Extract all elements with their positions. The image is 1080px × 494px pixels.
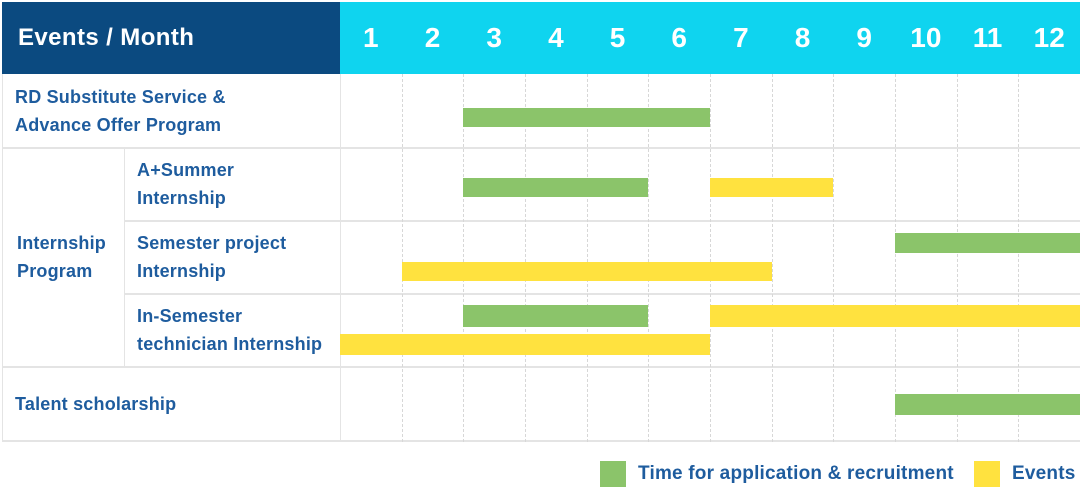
row-label-line: RD Substitute Service & [15,86,226,107]
gantt-bar-application-talent [895,394,1080,415]
group-sublabel-divider [124,147,125,366]
group-label-line: Internship [17,232,107,253]
month-header-row: 1 2 3 4 5 6 7 8 9 10 11 12 [340,2,1080,74]
label-chart-divider [340,74,341,442]
row-separator [124,293,1080,295]
row-label-line: Internship [137,260,227,281]
row-label-semester-project: Semester project Internship [124,220,340,293]
month-gridline [710,74,711,442]
month-gridline [525,74,526,442]
month-gridline [463,74,465,442]
gantt-bar-event-in-semester [710,305,1080,327]
legend-swatch-yellow [974,461,1000,487]
group-label-line: Program [17,260,93,281]
row-label-line: Semester project [137,232,287,253]
month-gridline [1018,74,1020,442]
row-separator [124,220,1080,222]
month-label-1: 1 [363,22,379,53]
row-separator [2,366,1080,368]
month-gridline [648,74,650,442]
row-label-line: Internship [137,187,227,208]
row-label-line: technician Internship [137,333,323,354]
row-label-a-plus-summer: A+Summer Internship [124,147,340,220]
gantt-bar-application-a-plus-summer [463,178,649,197]
gantt-bar-application-in-semester [463,305,649,327]
month-gridline [895,74,896,442]
month-gridline [401,74,403,442]
legend-swatch-green [600,461,626,487]
month-label-10: 10 [910,22,942,53]
table-left-border [2,74,3,442]
row-label-in-semester: In-Semester technician Internship [124,293,340,366]
month-label-2: 2 [424,22,441,53]
month-label-3: 3 [486,22,502,53]
legend-item-application: Time for application & recruitment [600,461,954,487]
row-label-line: Talent scholarship [15,394,177,414]
gantt-bar-event-in-semester [340,334,710,355]
month-label-4: 4 [548,22,564,53]
row-label-rd-substitute: RD Substitute Service & Advance Offer Pr… [2,74,340,147]
month-gridline [586,74,588,442]
month-gridline [833,74,835,442]
table-header-title: Events / Month [18,24,195,51]
month-gridline [771,74,773,442]
row-label-line: A+Summer [137,159,235,180]
month-label-9: 9 [856,22,872,53]
row-label-line: Advance Offer Program [15,114,222,135]
month-label-12: 12 [1033,22,1065,53]
legend-label-events: Events [1012,463,1076,484]
gantt-bar-event-semester-project [401,262,772,281]
month-label-7: 7 [733,22,749,53]
month-label-5: 5 [609,22,626,53]
month-label-11: 11 [972,22,1003,53]
month-label-6: 6 [671,22,687,53]
legend-item-events: Events [974,461,1076,487]
gantt-bar-application-semester-project [895,233,1080,253]
gantt-bar-event-a-plus-summer [710,178,834,197]
legend-label-application: Time for application & recruitment [638,463,954,484]
row-label-line: In-Semester [137,305,243,326]
month-label-8: 8 [794,22,811,53]
row-label-talent-scholarship: Talent scholarship [2,366,340,442]
month-gridline [956,74,958,442]
row-separator [2,147,1080,149]
gantt-bar-application-rd-substitute [463,108,710,127]
table-header-events-month: Events / Month [2,2,340,74]
group-label-internship-program: Internship Program [2,147,124,366]
row-separator [2,440,1080,442]
